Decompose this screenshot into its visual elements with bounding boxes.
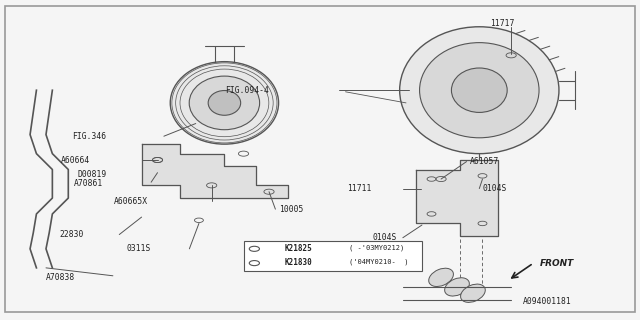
Ellipse shape [170, 62, 278, 144]
Text: A60664: A60664 [61, 156, 91, 164]
Text: 11711: 11711 [347, 184, 371, 193]
Text: ('04MY0210-  ): ('04MY0210- ) [349, 259, 408, 265]
Text: 11717: 11717 [490, 19, 515, 28]
FancyBboxPatch shape [244, 241, 422, 271]
Ellipse shape [461, 284, 485, 302]
Text: 0104S: 0104S [483, 184, 507, 193]
Text: FIG.094-4: FIG.094-4 [225, 86, 269, 95]
Polygon shape [141, 144, 288, 198]
Text: A60665X: A60665X [114, 197, 148, 206]
Text: FRONT: FRONT [540, 259, 574, 268]
Text: 0311S: 0311S [127, 244, 151, 253]
Ellipse shape [420, 43, 539, 138]
Text: D00819: D00819 [77, 170, 106, 179]
Ellipse shape [451, 68, 507, 112]
Text: A70861: A70861 [74, 179, 103, 188]
Circle shape [249, 260, 259, 266]
Text: A61057: A61057 [470, 157, 499, 166]
Ellipse shape [429, 268, 453, 286]
Text: 10005: 10005 [278, 205, 303, 214]
Ellipse shape [399, 27, 559, 154]
Text: 0104S: 0104S [372, 233, 396, 242]
Ellipse shape [189, 76, 260, 130]
Text: ( -'03MY0212): ( -'03MY0212) [349, 245, 404, 252]
Text: 22830: 22830 [60, 230, 84, 239]
Text: FIG.346: FIG.346 [72, 132, 106, 141]
Ellipse shape [445, 278, 469, 296]
Ellipse shape [208, 91, 241, 115]
Polygon shape [415, 160, 499, 236]
Circle shape [249, 246, 259, 252]
Text: K21830: K21830 [285, 258, 313, 267]
Text: K21825: K21825 [285, 244, 313, 253]
Text: A70838: A70838 [45, 273, 75, 282]
Text: A094001181: A094001181 [523, 297, 572, 306]
